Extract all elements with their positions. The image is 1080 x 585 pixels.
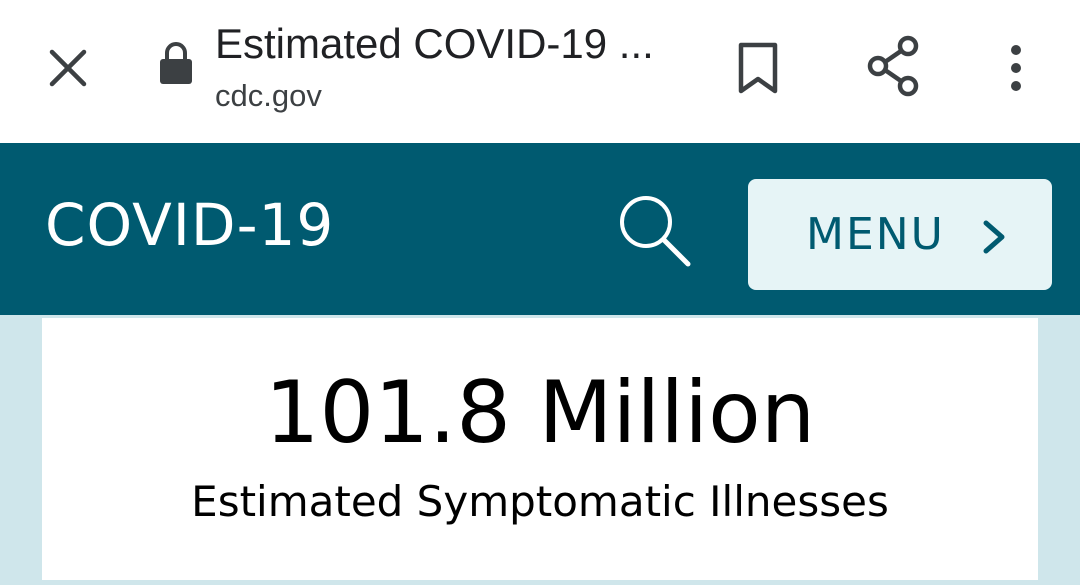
share-icon bbox=[867, 35, 919, 97]
lock-icon bbox=[160, 42, 192, 84]
stat-value: 101.8 Million bbox=[264, 363, 816, 463]
content-area: 101.8 Million Estimated Symptomatic Illn… bbox=[0, 315, 1080, 585]
site-header: COVID-19 MENU bbox=[0, 143, 1080, 315]
browser-toolbar: Estimated COVID-19 ... cdc.gov bbox=[0, 0, 1080, 143]
stat-card: 101.8 Million Estimated Symptomatic Illn… bbox=[42, 318, 1038, 580]
more-vert-icon bbox=[1011, 45, 1021, 91]
close-icon bbox=[49, 49, 87, 87]
site-title[interactable]: COVID-19 bbox=[45, 191, 335, 259]
bookmark-icon bbox=[738, 42, 778, 94]
share-button[interactable] bbox=[856, 28, 932, 104]
more-options-button[interactable] bbox=[990, 32, 1042, 104]
search-icon bbox=[620, 196, 691, 267]
search-button[interactable] bbox=[604, 185, 704, 275]
stat-label: Estimated Symptomatic Illnesses bbox=[191, 477, 889, 526]
chevron-right-icon bbox=[983, 220, 1005, 254]
close-tab-button[interactable] bbox=[36, 40, 100, 96]
menu-label: MENU bbox=[806, 209, 945, 260]
page-url-domain: cdc.gov bbox=[215, 78, 322, 113]
menu-button[interactable]: MENU bbox=[748, 179, 1052, 290]
bookmark-button[interactable] bbox=[722, 32, 794, 104]
page-title: Estimated COVID-19 ... bbox=[215, 20, 654, 67]
